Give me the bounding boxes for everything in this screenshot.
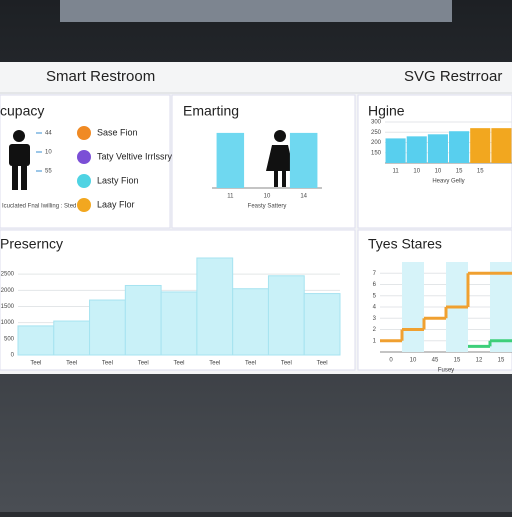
legend-label: Lasty Fion (97, 175, 139, 185)
bar (406, 136, 427, 163)
y-tick-label: 3 (373, 316, 377, 322)
y-tick-label: 2500 (1, 272, 15, 278)
legend-label: Taty Veltive Irrlssry (97, 151, 173, 161)
bar (491, 128, 512, 163)
bar (470, 128, 491, 163)
x-tick-label: Teel (173, 361, 184, 367)
x-tick-label: 12 (476, 358, 483, 364)
y-tick-label: 5 (373, 293, 377, 299)
person-icon (9, 130, 30, 190)
bar (53, 320, 91, 356)
bar (17, 325, 55, 356)
person-icon (266, 130, 294, 187)
x-tick-label: 11 (392, 169, 399, 175)
chart-panel (171, 94, 356, 229)
x-tick-label: 15 (456, 169, 463, 175)
bar (449, 131, 470, 163)
x-tick-label: 10 (410, 358, 417, 364)
bar (89, 299, 126, 356)
y-tick-label: 6 (373, 282, 377, 288)
bar (385, 138, 406, 163)
legend-label: Laay Flor (97, 199, 135, 209)
y-tick-label: 300 (371, 120, 382, 126)
x-tick-label: 10 (435, 169, 442, 175)
y-tick-label: 200 (371, 140, 382, 146)
y-tick-label: 2 (373, 327, 377, 333)
header-title: SVG Restrroar (404, 68, 502, 85)
x-axis-label: Heavy Gelly (432, 179, 464, 185)
bar (196, 257, 234, 356)
note: Icuclated Fnal Iwilling : Sted (2, 204, 76, 210)
y-tick-label: 1500 (1, 304, 15, 310)
count-label: 44 (45, 131, 52, 137)
legend-swatch (77, 126, 91, 140)
chart-title: Emarting (183, 103, 239, 119)
legend-swatch (77, 174, 91, 188)
bar (289, 132, 318, 188)
band-shade (402, 262, 424, 352)
y-tick-label: 500 (4, 336, 15, 342)
x-tick-label: 15 (454, 358, 461, 364)
x-tick-label: Teel (66, 361, 77, 367)
x-axis-label: Fusey (438, 368, 454, 374)
bar (232, 288, 269, 356)
x-axis-label: Feasty Sattery (248, 204, 287, 210)
x-tick-label: 10 (413, 169, 420, 175)
y-tick-label: 2000 (1, 288, 15, 294)
legend-label: Sase Fion (97, 127, 138, 137)
y-tick-label: 0 (11, 353, 15, 359)
x-tick-label: Teel (30, 361, 41, 367)
x-tick-label: Teel (317, 361, 328, 367)
chart-title: Tyes Stares (368, 236, 442, 252)
x-tick-label: 45 (432, 358, 439, 364)
y-tick-label: 7 (373, 271, 377, 277)
x-tick-label: Teel (245, 361, 256, 367)
bar (267, 275, 305, 356)
ceiling-light (60, 0, 452, 22)
y-tick-label: 1 (373, 338, 377, 344)
bar (216, 132, 245, 188)
legend-swatch (77, 150, 91, 164)
legend-swatch (77, 198, 91, 212)
panel-title: cupacy (0, 103, 44, 119)
x-tick-label: Teel (281, 361, 292, 367)
header-title: Smart Restroom (46, 68, 155, 85)
x-tick-label: 0 (389, 358, 393, 364)
count-label: 10 (45, 150, 52, 156)
x-tick-label: 10 (264, 194, 271, 200)
chart-title: Hgine (368, 103, 405, 119)
bar (427, 134, 448, 163)
y-tick-label: 1000 (1, 320, 15, 326)
bar (303, 293, 341, 356)
x-tick-label: Teel (102, 361, 113, 367)
x-tick-label: Teel (209, 361, 220, 367)
bar (160, 291, 198, 356)
bar (124, 284, 162, 356)
x-tick-label: 15 (498, 358, 505, 364)
band-shade (490, 262, 512, 352)
y-tick-label: 4 (373, 305, 377, 311)
y-tick-label: 150 (371, 150, 382, 156)
y-tick-label: 250 (371, 130, 382, 136)
count-label: 55 (45, 169, 52, 175)
x-tick-label: 14 (300, 194, 307, 200)
x-tick-label: 11 (227, 194, 234, 200)
chart-title: Preserncy (0, 236, 63, 252)
x-tick-label: Teel (138, 361, 149, 367)
x-tick-label: 15 (477, 169, 484, 175)
